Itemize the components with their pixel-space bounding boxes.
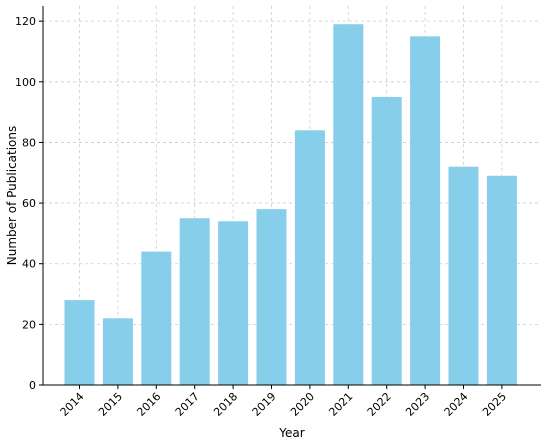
x-tick-label: 2020 — [288, 390, 317, 419]
x-ticks: 2014 2015 2016 2017 2018 2019 2020 2021 2022 2023… — [58, 385, 509, 419]
y-tick-label: 100 — [15, 76, 36, 89]
bar-2015 — [102, 318, 133, 385]
bars — [64, 24, 517, 386]
bar-2022 — [371, 96, 402, 386]
bar-2021 — [333, 24, 364, 386]
bar-2024 — [448, 166, 479, 385]
bar-2018 — [218, 221, 249, 385]
bar-2023 — [410, 36, 441, 385]
y-tick-label: 20 — [22, 318, 36, 331]
y-ticks: 0 20 40 60 80 100 120 — [15, 15, 43, 392]
x-tick-label: 2016 — [134, 390, 163, 419]
bar-2014 — [64, 300, 95, 385]
x-tick-label: 2025 — [480, 390, 509, 419]
bar-2016 — [141, 251, 172, 385]
x-tick-label: 2018 — [211, 390, 240, 419]
bar-2025 — [486, 175, 517, 385]
x-tick-label: 2015 — [96, 390, 125, 419]
y-tick-label: 80 — [22, 136, 36, 149]
x-tick-label: 2023 — [403, 390, 432, 419]
x-axis-title: Year — [278, 426, 304, 440]
y-tick-label: 40 — [22, 258, 36, 271]
x-tick-label: 2021 — [326, 390, 355, 419]
y-tick-label: 60 — [22, 197, 36, 210]
x-tick-label: 2014 — [58, 390, 87, 419]
x-tick-label: 2022 — [365, 390, 394, 419]
x-tick-label: 2017 — [173, 390, 202, 419]
x-tick-label: 2024 — [442, 390, 471, 419]
y-tick-label: 120 — [15, 15, 36, 28]
y-axis-title: Number of Publications — [5, 126, 19, 266]
bar-2020 — [294, 130, 325, 385]
bar-2017 — [179, 218, 210, 385]
y-tick-label: 0 — [29, 379, 36, 392]
axes — [42, 6, 541, 386]
bar-2019 — [256, 209, 287, 385]
x-tick-label: 2019 — [250, 390, 279, 419]
